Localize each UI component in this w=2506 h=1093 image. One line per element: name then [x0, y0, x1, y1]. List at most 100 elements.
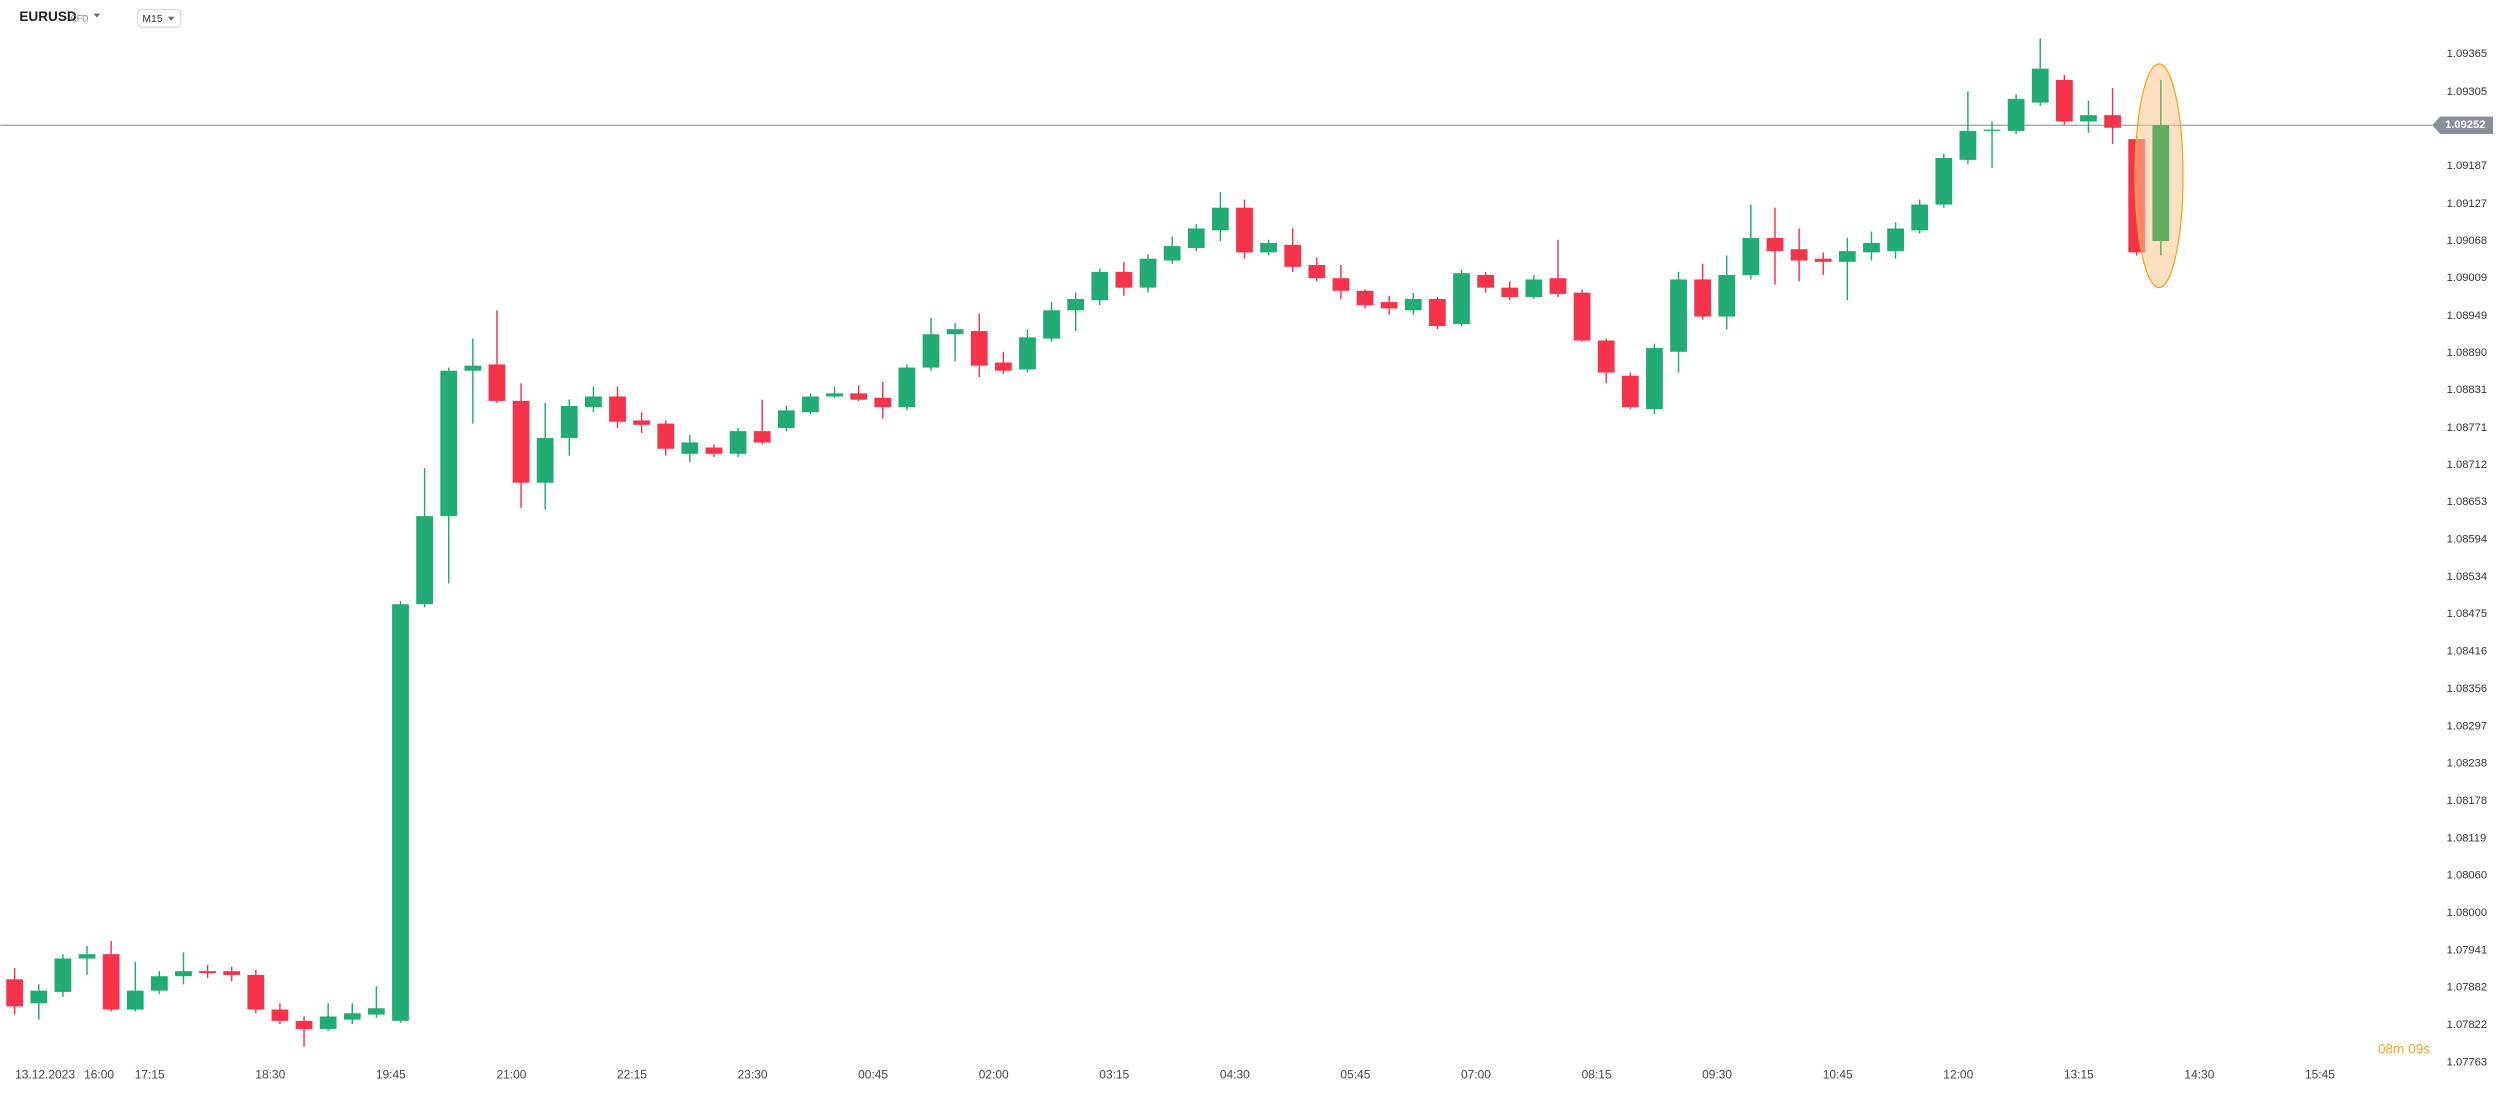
candle-body [1332, 278, 1350, 291]
x-tick-label: 10:45 [1823, 1068, 1853, 1082]
current-price-label [2432, 116, 2494, 135]
candle-body [1983, 129, 2001, 131]
candle-body [585, 396, 602, 408]
candle-body [1019, 337, 1036, 370]
y-tick-label: 1.08771 [2447, 422, 2487, 434]
y-tick-label: 1.09305 [2447, 86, 2487, 98]
candle-body [1694, 279, 1712, 317]
candle-body [416, 516, 434, 605]
y-tick-label: 1.09187 [2447, 160, 2487, 172]
y-tick-label: 1.09365 [2447, 48, 2487, 60]
candle-body [850, 393, 868, 400]
y-tick-label: 1.08416 [2447, 645, 2487, 657]
x-tick-label: 15:45 [2305, 1068, 2335, 1082]
x-tick-label: 03:15 [1099, 1068, 1129, 1082]
candle-body [295, 1020, 313, 1030]
candle-body [223, 971, 241, 975]
candle-body [1959, 130, 1977, 160]
candle-body [199, 971, 216, 974]
candle-body [2055, 79, 2073, 122]
y-tick-label: 1.08178 [2447, 795, 2487, 807]
candle-body [1838, 251, 1856, 262]
y-tick-label: 1.08890 [2447, 347, 2487, 359]
candle-body [1211, 207, 1229, 231]
y-tick-label: 1.08297 [2447, 720, 2487, 732]
x-tick-label: 19:45 [376, 1068, 406, 1082]
candle-body [1621, 375, 1639, 408]
candle-body [1814, 258, 1832, 262]
candle-body [1549, 278, 1567, 294]
countdown: 08m 09s [2378, 1041, 2430, 1056]
candle-body [657, 423, 675, 449]
candle-body [1356, 290, 1374, 306]
candle-body [512, 400, 530, 483]
candle-body [247, 974, 265, 1010]
candle-body [1236, 207, 1253, 253]
candle-body [536, 438, 554, 483]
candle-body [1380, 302, 1398, 309]
candle-body [994, 362, 1012, 371]
timeframe-dropdown [167, 16, 175, 21]
symbol-dropdown[interactable] [93, 13, 101, 18]
candle-body [802, 396, 819, 413]
y-tick-label: 1.08653 [2447, 496, 2487, 508]
y-tick-label: 1.08534 [2447, 571, 2487, 583]
x-tick-label: 00:45 [858, 1068, 888, 1082]
candle-body [1525, 279, 1543, 298]
candle-body [1766, 237, 1784, 252]
y-tick-label: 1.07763 [2447, 1056, 2487, 1068]
y-tick-label: 1.07941 [2447, 944, 2487, 956]
candle-body [30, 990, 48, 1004]
candle-body [319, 1016, 337, 1030]
x-tick-label: 04:30 [1220, 1068, 1250, 1082]
candle-body [367, 1008, 385, 1015]
candle-body [898, 367, 916, 408]
candle-body [1308, 264, 1326, 279]
x-tick-label: 05:45 [1340, 1068, 1370, 1082]
price-tag [2432, 116, 2494, 135]
y-tick-label: 1.08060 [2447, 869, 2487, 881]
candle-body [1863, 242, 1880, 253]
timeframe-button[interactable] [137, 9, 182, 28]
candle-body [175, 971, 192, 977]
x-tick-label: 17:15 [135, 1068, 165, 1082]
candle-body [560, 405, 578, 439]
candle-body [2031, 68, 2049, 103]
candle-body [1187, 228, 1205, 248]
x-tick-label: 23:30 [738, 1068, 768, 1082]
candle-body [54, 958, 72, 992]
candle-body [2007, 98, 2025, 131]
x-tick-label: 08:15 [1582, 1068, 1612, 1082]
candle-body [633, 420, 651, 425]
x-tick-label: 02:00 [979, 1068, 1009, 1082]
candle-body [874, 397, 892, 408]
candle-body [1887, 228, 1904, 252]
candle-body [1597, 340, 1615, 373]
y-tick-label: 1.08000 [2447, 907, 2487, 919]
candle-body [1718, 275, 1736, 317]
candle-body [488, 364, 506, 401]
y-tick-label: 1.08594 [2447, 533, 2487, 545]
candle-body [1935, 157, 1953, 205]
candle-body [1139, 258, 1157, 288]
candle-body [1573, 292, 1591, 341]
candle-body [705, 447, 723, 454]
candle-body [1670, 279, 1687, 352]
candle-body [392, 604, 409, 1021]
candle-body [970, 331, 988, 366]
y-tick-label: 1.08238 [2447, 757, 2487, 769]
candle-body [343, 1013, 361, 1020]
candle-body [922, 334, 940, 368]
instrument-type: CFD [71, 13, 89, 23]
current-price-text: 1.09252 [2445, 119, 2485, 131]
candle-body [1284, 244, 1302, 267]
y-tick-label: 1.08119 [2447, 832, 2487, 844]
x-tick-label: 09:30 [1702, 1068, 1732, 1082]
candle-body [946, 329, 964, 335]
candle-body [102, 954, 120, 1010]
candle-body [1163, 246, 1181, 261]
header: EURUSD CFD M15 [19, 9, 182, 28]
x-tick-label: 14:30 [2184, 1068, 2214, 1082]
x-tick-label: 16:00 [84, 1068, 114, 1082]
